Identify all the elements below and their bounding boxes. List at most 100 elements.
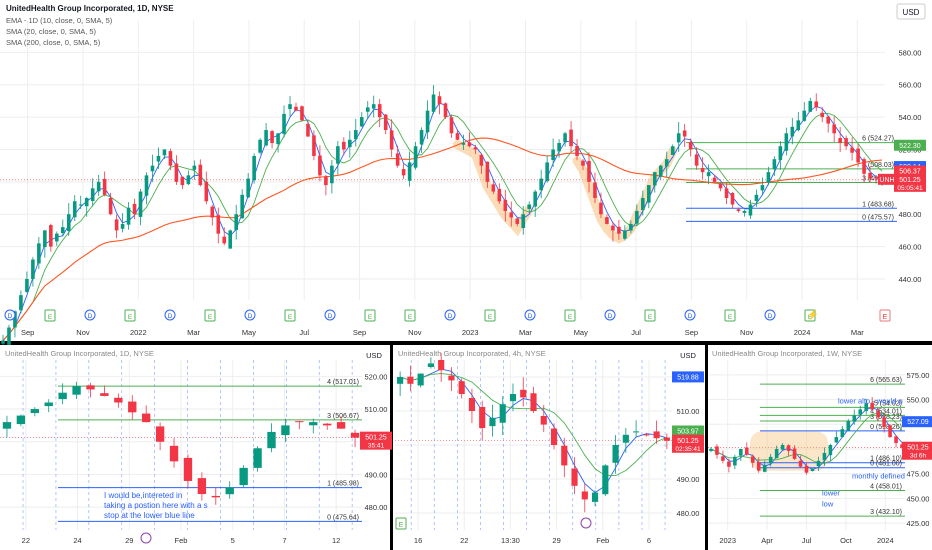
candle-body bbox=[784, 133, 789, 151]
y-tick-label: 510.00 bbox=[677, 407, 700, 416]
fib-label: 6 (524.27) bbox=[862, 136, 894, 143]
candle-body bbox=[128, 401, 137, 413]
candle-body bbox=[443, 103, 448, 118]
candle-body bbox=[653, 431, 660, 439]
candle-body bbox=[234, 214, 238, 230]
candle-body bbox=[822, 452, 827, 461]
candle-body bbox=[169, 445, 179, 462]
four-hour-lightning-icon[interactable] bbox=[580, 517, 592, 529]
x-tick-label: Mar bbox=[851, 328, 864, 337]
candle-body bbox=[605, 217, 609, 224]
candle-body bbox=[155, 426, 165, 442]
y-tick-label: 460.00 bbox=[899, 243, 922, 252]
candle-body bbox=[561, 445, 568, 466]
event-earnings bbox=[644, 309, 656, 322]
candle-body bbox=[55, 233, 59, 242]
fib-label: 4 (534.01) bbox=[870, 408, 902, 415]
candle-body bbox=[533, 191, 537, 207]
candle-body bbox=[96, 181, 101, 192]
candle-body bbox=[458, 381, 465, 394]
candle-body bbox=[894, 436, 898, 444]
candle-body bbox=[545, 162, 549, 182]
candle-body bbox=[186, 175, 191, 185]
four-hour-event-e-label: E bbox=[399, 522, 404, 529]
daily-zoom-note-line-2: taking a postion here with a s bbox=[104, 501, 208, 510]
event-earnings-label: E bbox=[488, 314, 493, 321]
price-label-bg bbox=[894, 173, 926, 192]
candle-body bbox=[300, 106, 304, 121]
candle-body bbox=[664, 159, 669, 167]
x-tick-label: May bbox=[242, 328, 256, 337]
event-earnings-label: E bbox=[728, 314, 733, 321]
candle-body bbox=[114, 219, 119, 231]
candle-body bbox=[629, 223, 633, 231]
candle-body bbox=[309, 422, 318, 426]
x-tick-label: 2023 bbox=[719, 536, 736, 545]
candle-body bbox=[294, 106, 298, 111]
daily-zoom-pane[interactable]: 4 (517.01) 3 (506.67) 1 (485.98) 0 (475.64)… bbox=[0, 345, 392, 550]
main-currency-button[interactable] bbox=[896, 3, 926, 20]
main-price-axis[interactable]: 580.00560.00540.00520.00500.00480.00460.… bbox=[878, 48, 926, 284]
candle-body bbox=[772, 159, 777, 169]
weekly-price-axis[interactable]: 575.00550.00525.00500.00475.00450.00425.… bbox=[902, 371, 932, 528]
candle-body bbox=[239, 467, 248, 486]
candle-body bbox=[748, 204, 753, 216]
daily-zoom-price-axis[interactable]: 520.00510.00500.00490.00480.00501.2535:4… bbox=[360, 372, 392, 512]
candle-body bbox=[647, 185, 651, 203]
candle-body bbox=[864, 403, 868, 411]
candle-body bbox=[509, 212, 514, 218]
candle-body bbox=[192, 165, 197, 170]
candle-body bbox=[312, 135, 316, 156]
four-hour-price-axis[interactable]: 520.00510.00500.00490.00480.00519.88503.… bbox=[672, 371, 704, 518]
fib-label: 3 (506.67) bbox=[327, 413, 359, 420]
candle-body bbox=[281, 425, 290, 436]
candle-body bbox=[126, 207, 131, 225]
event-dividend-label: D bbox=[168, 313, 173, 320]
candle-body bbox=[581, 491, 588, 500]
four-hour-currency[interactable]: USD bbox=[680, 351, 696, 360]
main-event-e-end[interactable] bbox=[879, 309, 891, 322]
candle-body bbox=[643, 434, 650, 436]
event-earnings bbox=[44, 309, 56, 322]
candle-body bbox=[563, 133, 567, 143]
daily-zoom-time-axis[interactable]: 22 24 29 Feb 5 7 12 bbox=[22, 536, 341, 545]
candle-body bbox=[724, 188, 729, 199]
daily-zoom-lightning-icon[interactable] bbox=[140, 532, 152, 544]
main-chart-pane[interactable]: 6 (524.27)4 (508.03)3 (499.59)1 (483.68)… bbox=[0, 0, 932, 351]
candle-body bbox=[100, 393, 109, 396]
weekly-annotations: lower alto - would p monthly defined lower… bbox=[822, 396, 905, 508]
price-label-text: 503.97 bbox=[677, 429, 699, 436]
candle-body bbox=[733, 456, 737, 466]
weekly-time-axis[interactable]: 2023 Apr Jul Oct 2024 bbox=[719, 536, 893, 545]
candle-body bbox=[766, 172, 771, 183]
event-earnings-label: E bbox=[648, 314, 653, 321]
candle-body bbox=[407, 376, 414, 384]
candle-body bbox=[417, 373, 424, 386]
candle-body bbox=[802, 110, 807, 121]
event-earnings bbox=[484, 309, 496, 322]
candle-body bbox=[354, 130, 358, 140]
fib-label: 3 (528.23) bbox=[870, 414, 902, 421]
candle-body bbox=[682, 130, 687, 137]
x-tick-label: 2023 bbox=[462, 328, 479, 337]
main-lightning-icon[interactable]: ⚡ bbox=[807, 308, 819, 321]
candle-body bbox=[479, 406, 486, 428]
x-tick-label: 2024 bbox=[794, 328, 811, 337]
ticker-badge-bg bbox=[878, 173, 896, 185]
candle-body bbox=[437, 96, 442, 105]
daily-zoom-note[interactable]: I would be,intereted in taking a postion… bbox=[104, 491, 208, 520]
four-hour-event-e[interactable] bbox=[395, 517, 407, 530]
candle-body bbox=[489, 417, 496, 427]
candle-body bbox=[31, 259, 35, 279]
main-time-axis[interactable]: Sep Nov 2022 Mar May Jul Sep Nov 2023 Mar May Jul Se… bbox=[21, 328, 864, 337]
x-tick-label: Feb bbox=[596, 536, 609, 545]
candle-body bbox=[694, 154, 699, 166]
candle-body bbox=[66, 214, 71, 231]
weekly-pane[interactable]: 6 (565.63) 5 (54.02)4 (534.01)3 (528.23) 0… bbox=[708, 345, 932, 550]
daily-zoom-currency[interactable]: USD bbox=[366, 351, 382, 360]
four-hour-pane[interactable]: 520.00510.00500.00490.00480.00519.88503.… bbox=[393, 345, 705, 550]
y-tick-label: 560.00 bbox=[899, 81, 922, 90]
candle-body bbox=[395, 153, 400, 166]
four-hour-time-axis[interactable]: 16 22 13:30 29 Feb 6 bbox=[414, 536, 651, 545]
